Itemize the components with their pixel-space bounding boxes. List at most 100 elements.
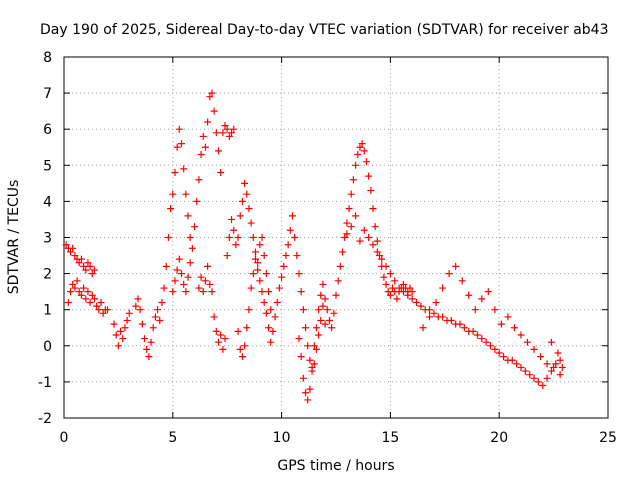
data-point [389,284,397,292]
data-point [147,338,155,346]
data-point [214,338,222,346]
data-point [93,302,101,310]
x-tick-label: 10 [273,430,291,446]
data-point [367,187,375,195]
data-point [247,284,255,292]
y-tick-label: 6 [43,122,52,138]
data-point [430,309,438,317]
data-point [262,270,270,278]
data-point [295,335,303,343]
data-point [386,270,394,278]
data-point [297,288,305,296]
data-point [236,212,244,220]
data-point [251,248,259,256]
data-point [132,302,140,310]
data-point [265,324,273,332]
data-point [349,176,357,184]
data-point [365,234,373,241]
data-point [195,176,203,184]
data-point [212,129,220,137]
data-point [88,270,96,278]
data-point [238,197,246,205]
data-point [299,374,307,382]
data-point [458,277,466,285]
data-point [523,338,531,346]
data-point [262,309,270,317]
data-point [145,353,153,361]
data-point [238,353,246,361]
data-point [188,244,196,252]
data-point [206,280,214,288]
data-point [69,244,77,252]
data-point [86,262,94,270]
data-point [465,291,473,299]
data-point [504,313,512,321]
x-tick-label: 0 [60,430,69,446]
data-point [64,298,72,306]
data-point [304,396,312,404]
data-point [97,298,105,306]
data-point [208,89,216,97]
data-point [321,295,329,303]
data-point [151,313,159,321]
data-point [75,288,83,296]
data-point [214,147,222,155]
data-point [95,306,103,314]
data-point [219,129,227,137]
data-point [304,342,312,350]
data-point [356,143,364,151]
data-point [378,255,386,263]
data-point [84,288,92,296]
data-point [77,291,85,299]
data-point [325,317,333,325]
data-point [293,252,301,260]
grid-lines [64,57,608,418]
data-point [199,288,207,296]
data-point [343,230,351,238]
data-point [517,331,525,339]
data-point [234,327,242,335]
data-point [497,320,505,328]
data-point [212,327,220,335]
data-point [88,291,96,299]
data-point [234,234,242,241]
data-point [393,295,401,303]
x-tick-labels: 0 5 10 15 20 25 [60,430,617,446]
data-point [521,367,529,375]
data-point [82,266,90,274]
data-point [362,158,370,166]
data-point [317,317,325,325]
data-point [280,262,288,270]
data-point [547,367,555,375]
data-point [247,219,255,227]
data-point [352,161,360,169]
data-point [80,284,88,292]
data-point [204,118,212,126]
data-point [158,298,166,306]
data-point [495,349,503,357]
data-point [175,125,183,133]
data-point [125,309,133,317]
data-point [138,320,146,328]
data-point [201,143,209,151]
data-point [114,342,122,350]
data-point [554,349,562,357]
data-point [104,306,112,314]
data-point [395,284,403,292]
y-tick-labels: -2 -1 0 1 2 3 4 5 6 7 8 [38,50,52,427]
data-point [534,378,542,386]
data-point [352,212,360,220]
data-point [550,363,558,371]
data-points [62,89,566,404]
data-point [360,226,368,234]
data-point [199,132,207,140]
data-point [306,385,314,393]
data-point [217,169,225,177]
data-point [373,248,381,256]
data-point [99,309,107,317]
data-point [191,223,199,231]
data-point [149,324,157,332]
y-tick-label: 3 [43,231,52,247]
data-point [373,237,381,245]
